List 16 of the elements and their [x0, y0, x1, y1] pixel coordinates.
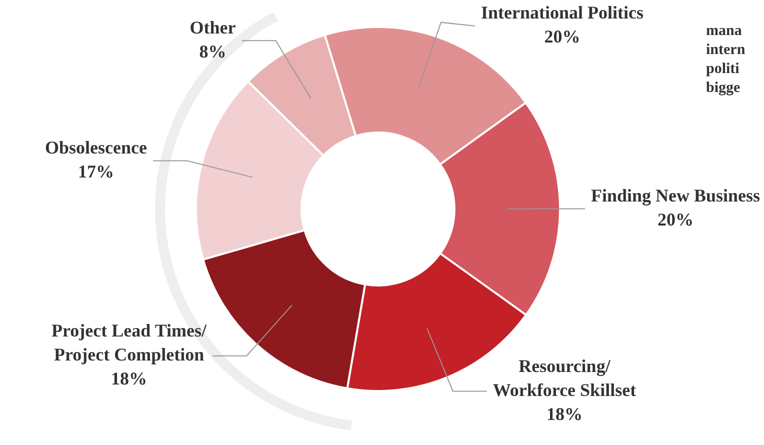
slice-label: International Politics	[480, 2, 644, 23]
slice-label: Obsolescence	[45, 137, 148, 158]
slice-label: Other	[190, 17, 236, 38]
text: bigge	[706, 79, 742, 98]
text: politi	[706, 60, 740, 79]
data-label: 20%	[544, 26, 580, 47]
data-label: 17%	[78, 161, 114, 182]
data-label: 8%	[199, 41, 226, 62]
slice-label: Finding New Business	[590, 185, 760, 206]
text: mana	[706, 22, 743, 41]
data-label: 18%	[111, 368, 148, 388]
data-label: 18%	[546, 404, 582, 424]
text: intern	[706, 41, 746, 60]
data-label: 20%	[657, 209, 694, 230]
slice-label: Resourcing/ Workforce Skillset	[492, 356, 636, 400]
slice-label: Project Lead Times/ Project Completion	[52, 320, 208, 364]
